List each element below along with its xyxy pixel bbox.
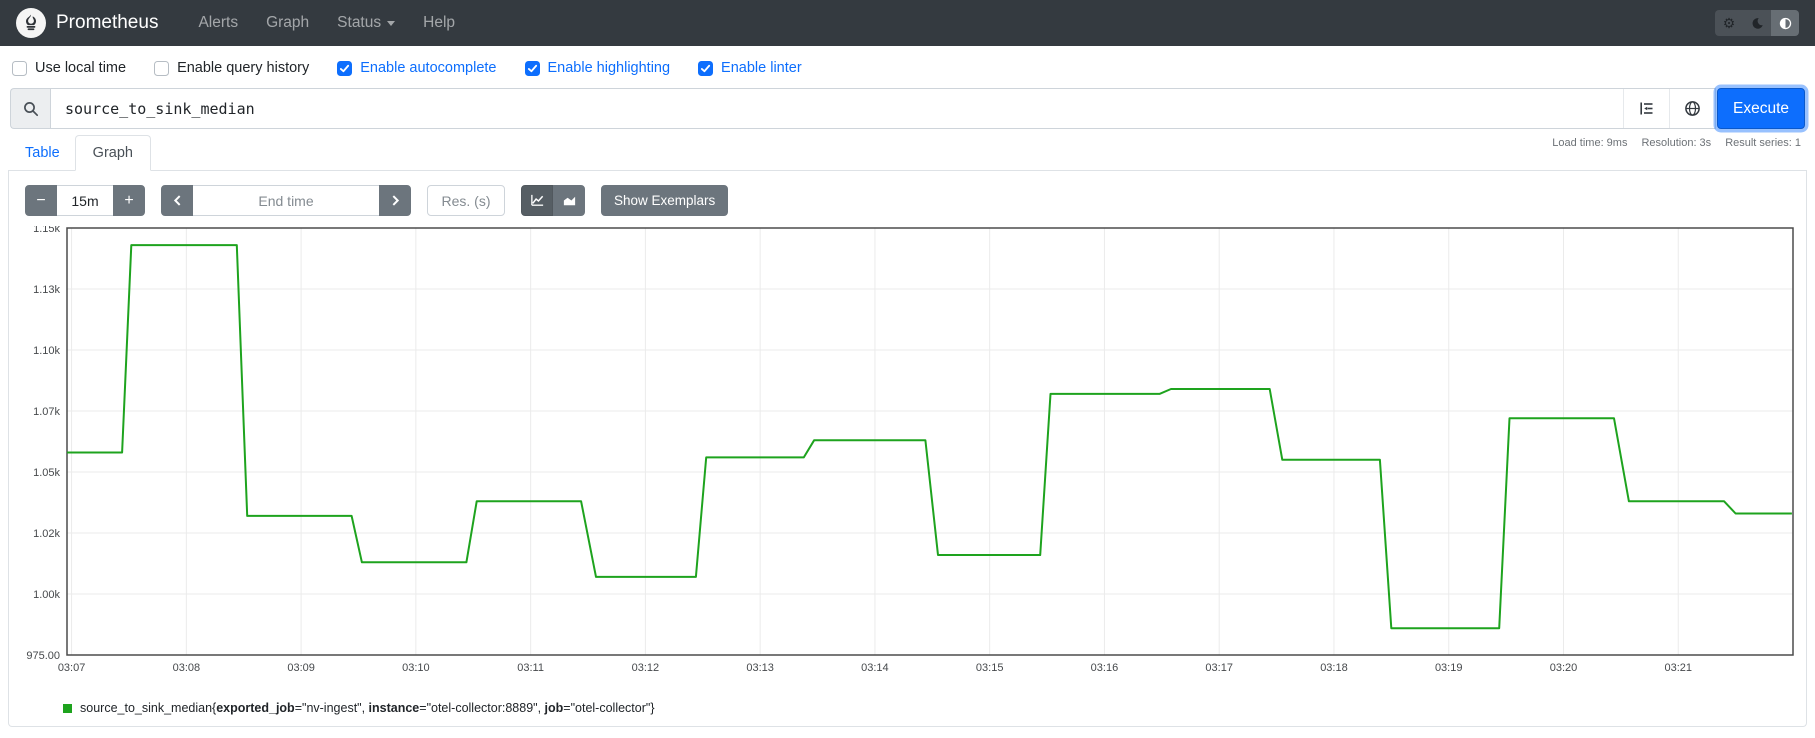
dark-theme-moon-icon[interactable]: [1743, 10, 1771, 36]
nav-links: Alerts Graph Status Help: [186, 6, 1715, 40]
nav-item-label: Alerts: [198, 14, 239, 31]
stacked-chart-icon[interactable]: [553, 185, 585, 216]
svg-text:03:13: 03:13: [746, 662, 774, 674]
metrics-explorer-globe-icon[interactable]: [1669, 89, 1715, 128]
nav-item-status[interactable]: Status: [325, 6, 407, 40]
svg-text:03:11: 03:11: [517, 662, 544, 674]
svg-text:1.13k: 1.13k: [33, 284, 60, 296]
svg-text:1.15k: 1.15k: [33, 226, 60, 235]
nav-item-label: Graph: [266, 14, 310, 31]
nav-item-label: Status: [337, 14, 382, 31]
checkbox-use-local-time[interactable]: Use local time: [12, 60, 126, 76]
checkbox-unchecked-icon: [154, 60, 170, 76]
chevron-down-icon: [387, 20, 396, 26]
chevron-left-icon[interactable]: [161, 185, 193, 216]
checkbox-enable-linter[interactable]: Enable linter: [698, 60, 802, 76]
nav-item-help[interactable]: Help: [411, 6, 467, 40]
checkbox-label: Enable autocomplete: [360, 60, 497, 76]
navbar: Prometheus Alerts Graph Status Help ⚙: [0, 0, 1815, 46]
settings-icon[interactable]: ⚙: [1715, 10, 1743, 36]
checkbox-unchecked-icon: [12, 60, 27, 76]
line-chart[interactable]: 1.15k 1.13k 1.10k 1.07k 1.05k 1.02k 1.00k 975.0…: [21, 223, 1800, 676]
svg-text:03:21: 03:21: [1664, 662, 1692, 674]
svg-text:1.00k: 1.00k: [33, 589, 60, 601]
svg-text:03:18: 03:18: [1320, 662, 1348, 674]
series-legend[interactable]: source_to_sink_median{exported_job="nv-i…: [63, 701, 1806, 715]
tabs-row: Table Graph Load time: 9ms Resolution: 3…: [8, 129, 1807, 171]
stat-load-time: Load time: 9ms: [1552, 137, 1628, 149]
svg-text:03:17: 03:17: [1205, 662, 1233, 674]
graph-panel: − +: [8, 171, 1807, 727]
tab-graph[interactable]: Graph: [74, 135, 151, 171]
decrease-range-button[interactable]: −: [25, 185, 57, 216]
nav-item-alerts[interactable]: Alerts: [186, 6, 250, 40]
svg-text:03:19: 03:19: [1435, 662, 1463, 674]
svg-text:03:15: 03:15: [976, 662, 1004, 674]
series-color-swatch: [63, 703, 72, 713]
query-expression-input[interactable]: [51, 89, 1623, 128]
stat-resolution: Resolution: 3s: [1641, 137, 1712, 149]
svg-text:03:09: 03:09: [287, 662, 315, 674]
svg-text:03:08: 03:08: [173, 662, 201, 674]
auto-theme-contrast-icon[interactable]: [1771, 10, 1799, 36]
checkbox-enable-query-history[interactable]: Enable query history: [154, 60, 309, 76]
checkbox-enable-highlighting[interactable]: Enable highlighting: [524, 60, 671, 76]
chevron-right-icon[interactable]: [379, 185, 411, 216]
checkbox-checked-icon: [698, 60, 714, 76]
chart-type-toggle: [521, 185, 585, 216]
checkbox-checked-icon: [337, 60, 353, 76]
svg-text:03:20: 03:20: [1550, 662, 1578, 674]
graph-controls: − +: [9, 171, 1806, 216]
show-exemplars-button[interactable]: Show Exemplars: [601, 185, 729, 216]
line-chart-icon[interactable]: [521, 185, 553, 216]
checkbox-label: Enable linter: [721, 60, 802, 76]
range-input[interactable]: [57, 185, 113, 216]
query-options-row: Use local time Enable query history Enable…: [0, 46, 1815, 86]
svg-text:975.00: 975.00: [26, 650, 60, 662]
checkbox-checked-icon: [524, 60, 540, 76]
query-tree-view-icon[interactable]: [1623, 89, 1669, 128]
end-time-input[interactable]: [193, 185, 379, 216]
tab-content-area: Table Graph Load time: 9ms Resolution: 3…: [8, 129, 1807, 727]
svg-text:03:16: 03:16: [1091, 662, 1119, 674]
svg-text:1.07k: 1.07k: [33, 406, 60, 418]
tab-table[interactable]: Table: [25, 145, 60, 161]
execute-button[interactable]: Execute: [1717, 88, 1805, 129]
query-input-wrap: [50, 88, 1716, 129]
query-bar: Execute: [10, 88, 1805, 129]
brand[interactable]: Prometheus: [16, 8, 158, 38]
svg-text:1.05k: 1.05k: [33, 467, 60, 479]
svg-text:03:12: 03:12: [632, 662, 660, 674]
end-time-control: [161, 185, 411, 216]
brand-title: Prometheus: [56, 12, 159, 33]
checkbox-enable-autocomplete[interactable]: Enable autocomplete: [337, 60, 497, 76]
series-label: source_to_sink_median{exported_job="nv-i…: [80, 701, 655, 715]
checkbox-label: Use local time: [35, 60, 127, 76]
search-icon: [10, 88, 50, 129]
svg-text:1.10k: 1.10k: [33, 345, 60, 357]
svg-text:1.02k: 1.02k: [33, 528, 60, 540]
svg-text:03:10: 03:10: [402, 662, 430, 674]
checkbox-label: Enable highlighting: [547, 60, 671, 76]
resolution-input[interactable]: [427, 185, 505, 216]
nav-item-label: Help: [423, 14, 456, 31]
theme-toggle-group: ⚙: [1715, 10, 1799, 36]
svg-text:03:07: 03:07: [58, 662, 86, 674]
chart-area[interactable]: 1.15k 1.13k 1.10k 1.07k 1.05k 1.02k 1.00k 975.0…: [9, 216, 1806, 681]
query-stats: Load time: 9ms Resolution: 3s Result ser…: [1552, 135, 1805, 149]
range-control: − +: [25, 185, 145, 216]
increase-range-button[interactable]: +: [113, 185, 145, 216]
svg-text:03:14: 03:14: [861, 662, 889, 674]
stat-result-series: Result series: 1: [1725, 137, 1801, 149]
checkbox-label: Enable query history: [177, 60, 310, 76]
prometheus-logo-icon: [16, 8, 46, 38]
nav-item-graph[interactable]: Graph: [254, 6, 321, 40]
